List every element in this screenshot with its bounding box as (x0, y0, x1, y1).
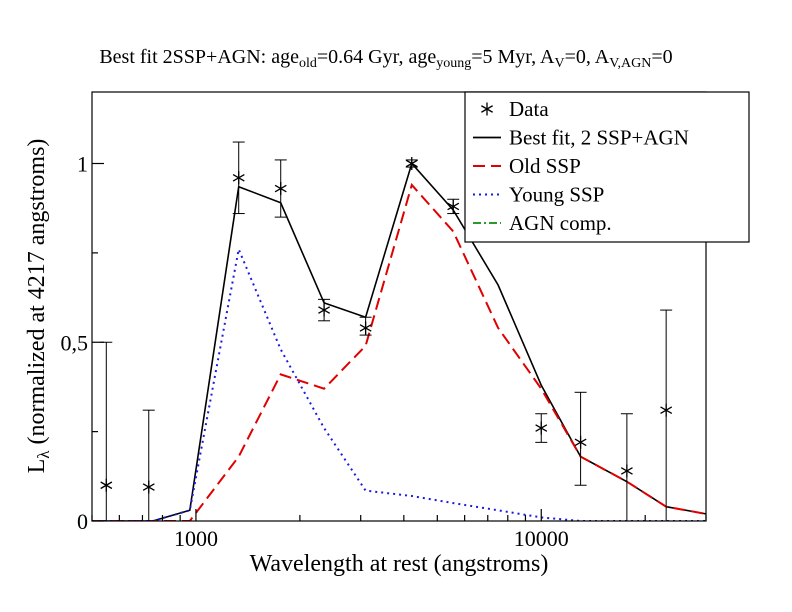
data-points-layer (100, 141, 673, 522)
star-marker (232, 171, 245, 185)
series-young-ssp-line (92, 245, 706, 521)
data-point (660, 309, 673, 522)
y-tick-label: 0 (77, 509, 88, 534)
star-marker (142, 480, 155, 494)
legend-item: Best fit, 2 SSP+AGN (473, 126, 689, 150)
star-marker (100, 478, 113, 492)
ticks-layer: 1000 10000 0 0,5 1 (61, 152, 707, 551)
series-old-ssp-line (92, 182, 706, 521)
legend-label: Best fit, 2 SSP+AGN (509, 126, 689, 150)
legend-box (464, 91, 750, 243)
data-point (574, 391, 587, 486)
star-marker (535, 421, 548, 435)
legend-item: Data (481, 97, 549, 121)
data-point (447, 198, 460, 215)
data-point (232, 141, 245, 215)
x-tick-label: 1000 (174, 526, 218, 551)
legend-item: Old SSP (473, 154, 581, 178)
star-marker (359, 321, 372, 335)
data-point (274, 159, 287, 218)
y-tick-label: 0,5 (61, 330, 89, 355)
star-marker (620, 464, 633, 478)
y-axis-title-group: Lλ (normalized at 4217 angstroms) (24, 139, 53, 474)
y-tick-label: 1 (77, 152, 88, 177)
data-point (405, 157, 418, 170)
star-marker (405, 157, 418, 170)
x-tick-label: 10000 (514, 526, 569, 551)
star-marker (574, 435, 587, 449)
y-axis-title: Lλ (normalized at 4217 angstroms) (24, 139, 53, 474)
star-marker (318, 303, 331, 317)
chart-title: Best fit 2SSP+AGN: ageold=0.64 Gyr, agey… (99, 46, 672, 71)
legend-star-icon (481, 102, 493, 116)
legend: Data Best fit, 2 SSP+AGN Old SSP Young SSP A… (464, 91, 750, 243)
data-point (100, 341, 113, 522)
data-point (535, 413, 548, 443)
legend-item: AGN comp. (473, 211, 612, 235)
star-marker (274, 182, 287, 196)
legend-item: Young SSP (473, 183, 604, 207)
legend-label: AGN comp. (509, 211, 612, 235)
star-marker (660, 403, 673, 417)
star-marker (447, 199, 460, 213)
legend-label: Old SSP (509, 154, 581, 178)
legend-label: Young SSP (509, 183, 604, 207)
plot-frame (91, 91, 707, 522)
legend-label: Data (509, 97, 549, 121)
data-point (318, 298, 331, 322)
data-point (359, 316, 372, 336)
x-axis-title: Wavelength at rest (angstroms) (250, 551, 549, 577)
